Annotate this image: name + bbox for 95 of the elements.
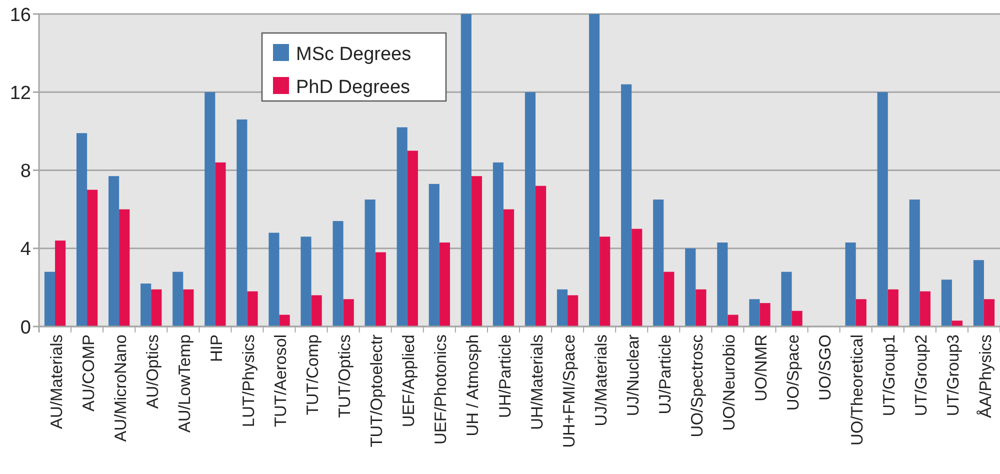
x-tick-label: UO/NMR — [752, 334, 771, 402]
x-tick-label: LUT/Physics — [240, 334, 258, 428]
bar — [300, 236, 312, 326]
x-tick-label: UEF/Applied — [400, 334, 418, 428]
bar — [375, 252, 386, 326]
legend-label: MSc Degrees — [296, 44, 412, 65]
y-tick-label: 8 — [20, 161, 31, 182]
bar — [536, 186, 546, 326]
x-tick-label: HIP — [208, 334, 226, 362]
bar — [76, 133, 88, 326]
x-tick-label: TUT/Optoelectr — [368, 334, 386, 448]
x-tick-label: UO/Space — [784, 334, 803, 411]
y-tick-label: 4 — [20, 239, 32, 260]
bar — [396, 127, 408, 326]
x-tick-label: AU/COMP — [80, 334, 98, 412]
bar — [696, 289, 706, 326]
x-tick-label: UO/Spectrosc — [688, 334, 706, 438]
x-tick-label: UJ/Nuclear — [624, 334, 642, 416]
bar — [172, 272, 184, 326]
bar — [311, 295, 322, 326]
bar — [492, 162, 504, 326]
x-tick-label: UH/Materials — [528, 334, 546, 430]
bar — [428, 184, 440, 326]
bar — [140, 284, 152, 326]
y-tick-label: 12 — [10, 82, 31, 104]
x-tick-label: UT/Group3 — [944, 334, 963, 416]
bar — [600, 236, 610, 326]
bar — [877, 92, 888, 326]
bar — [183, 289, 194, 326]
bar — [856, 299, 866, 326]
bar — [204, 92, 216, 326]
legend-label: PhD Degrees — [296, 76, 410, 98]
bar — [87, 190, 98, 326]
bar — [973, 260, 984, 326]
bar — [268, 232, 280, 326]
bar — [236, 119, 248, 326]
bar — [760, 303, 770, 326]
bar — [632, 228, 642, 326]
x-tick-label: UH/Particle — [496, 334, 514, 418]
bar — [55, 240, 66, 326]
x-tick-label: UH / Atmosph — [464, 334, 482, 436]
bar — [781, 272, 792, 326]
bar — [888, 289, 898, 326]
x-tick-label: AU/Optics — [144, 334, 162, 409]
x-tick-label: AU/Materials — [48, 334, 66, 429]
x-tick-label: TUT/Aerosol — [272, 334, 290, 428]
bar — [108, 176, 120, 326]
x-tick-label: UO/Theoretical — [848, 334, 867, 446]
bar — [44, 272, 56, 326]
x-tick-label: UT/Group1 — [880, 334, 899, 416]
x-tick-label: TUT/Optics — [336, 334, 354, 418]
bar — [343, 299, 354, 326]
bar — [728, 314, 738, 326]
bar — [749, 299, 760, 326]
bar — [556, 289, 568, 326]
bar — [920, 291, 930, 326]
bar — [984, 299, 995, 326]
y-tick-label: 16 — [10, 4, 31, 26]
x-tick-label: ÅA/Physics — [976, 334, 995, 418]
x-tick-label: UEF/Photonics — [432, 334, 450, 445]
bar — [909, 200, 920, 326]
x-tick-label: UT/Group2 — [912, 334, 931, 416]
x-tick-label: AU/MicroNano — [112, 334, 130, 442]
x-tick-label: UO/SGO — [816, 334, 835, 401]
bar — [407, 150, 418, 326]
bar — [589, 14, 600, 326]
bar — [279, 314, 290, 326]
y-tick-label: 0 — [20, 317, 31, 338]
bar — [332, 221, 344, 326]
bar — [119, 209, 130, 326]
bar — [151, 289, 162, 326]
bar — [717, 242, 728, 326]
bar — [364, 200, 376, 326]
x-tick-label: UH+FMI/Space — [560, 334, 578, 448]
x-tick-label: AU/LowTemp — [176, 334, 194, 433]
bar — [215, 162, 226, 326]
bar — [941, 280, 952, 326]
x-tick-label: UJ/Materials — [592, 334, 610, 426]
bar — [792, 310, 802, 326]
bar — [524, 92, 536, 326]
bar — [685, 248, 696, 326]
x-tick-label: UJ/Particle — [656, 334, 674, 414]
x-tick-label: TUT/Comp — [304, 334, 322, 416]
bar — [653, 200, 664, 326]
bar — [568, 295, 578, 326]
x-tick-label: UO/Neurobio — [720, 334, 738, 431]
bar — [952, 320, 963, 326]
bar — [439, 242, 450, 326]
bar — [503, 209, 514, 326]
bar — [460, 14, 472, 326]
bar — [621, 84, 632, 326]
bar — [845, 242, 856, 326]
bar — [247, 291, 258, 326]
bar — [471, 176, 482, 326]
bar — [664, 272, 674, 326]
